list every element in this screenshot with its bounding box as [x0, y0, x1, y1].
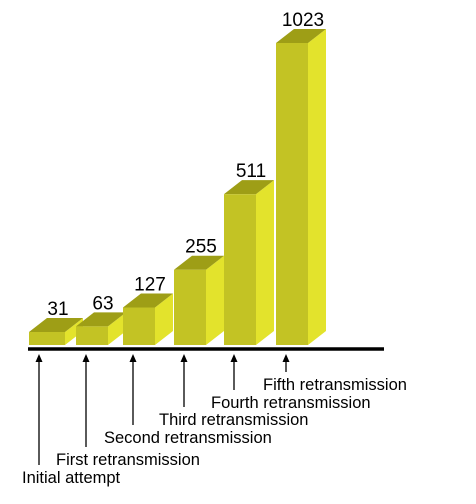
category-label-4: Fourth retransmission [211, 394, 371, 412]
category-label-0: Initial attempt [22, 469, 121, 487]
pointer-arrowhead-0 [35, 354, 43, 362]
pointer-arrowhead-5 [282, 354, 290, 362]
bar-top-2 [123, 293, 173, 308]
bar-1 [76, 326, 108, 345]
bar-top-0 [29, 318, 83, 332]
bar-top-1 [76, 312, 126, 327]
bar-side-4 [256, 180, 274, 345]
category-label-2: Second retransmission [104, 429, 272, 447]
value-labels-group: 31 63 127 255 511 1023 [47, 10, 324, 320]
value-label-4: 511 [236, 161, 266, 182]
bar-side-5 [308, 29, 326, 345]
pointers-group [35, 354, 290, 465]
bar-3 [174, 269, 206, 345]
pointer-arrowhead-4 [230, 354, 238, 362]
bar-side-1 [108, 312, 126, 345]
bar-0 [29, 332, 65, 345]
category-label-3: Third retransmission [159, 411, 308, 429]
bar-side-2 [155, 293, 173, 345]
bar-side-3 [206, 255, 224, 345]
bars-group [29, 29, 326, 345]
value-label-2: 127 [134, 275, 166, 296]
bar-top-4 [224, 180, 274, 195]
bar-top-3 [174, 255, 224, 270]
value-label-1: 63 [92, 293, 113, 314]
category-label-1: First retransmission [56, 451, 200, 469]
bar-5 [276, 43, 308, 345]
bar-4 [224, 194, 256, 345]
pointer-arrowhead-1 [82, 354, 90, 362]
category-label-5: Fifth retransmission [263, 376, 407, 394]
bar-top-5 [276, 29, 326, 43]
value-label-3: 255 [185, 237, 217, 258]
value-label-5: 1023 [282, 10, 324, 31]
value-label-0: 31 [47, 299, 68, 320]
pointer-arrowhead-3 [180, 354, 188, 362]
bar-2 [123, 307, 155, 345]
pointer-arrowhead-2 [129, 354, 137, 362]
